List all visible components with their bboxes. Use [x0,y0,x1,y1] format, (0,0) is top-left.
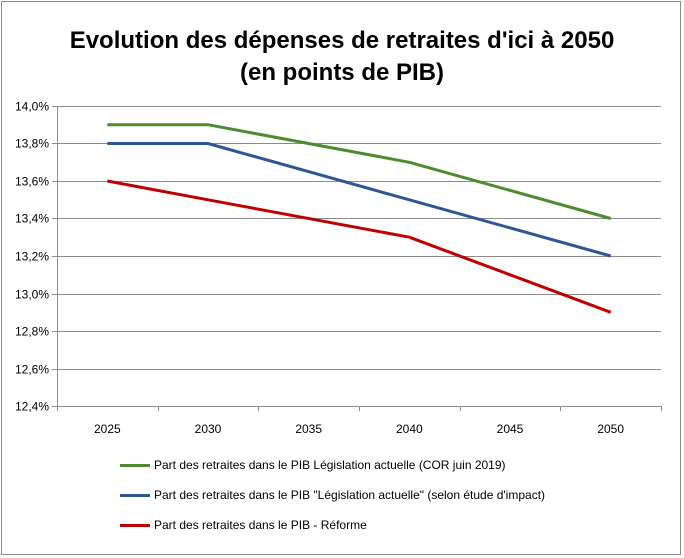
y-tick-label-4: 13,2% [15,250,49,264]
x-tick-label-2: 2035 [295,422,322,436]
x-tick-label-4: 2045 [497,422,524,436]
y-tick-label-6: 13,6% [15,175,49,189]
legend-swatch-0 [120,464,150,467]
y-tick-label-5: 13,4% [15,212,49,226]
y-tick-label-0: 12,4% [15,400,49,414]
axes [52,106,662,411]
legend-label-0: Part des retraites dans le PIB Législati… [154,458,506,472]
x-tick-label-5: 2050 [597,422,624,436]
x-tick-label-3: 2040 [396,422,423,436]
y-tick-label-8: 14,0% [15,100,49,114]
chart-subtitle: (en points de PIB) [240,59,444,86]
series-lines [107,123,612,314]
x-tick-label-1: 2030 [195,422,222,436]
legend-label-2: Part des retraites dans le PIB - Réforme [154,518,367,532]
series-line-1 [107,142,612,258]
legend-swatch-1 [120,494,150,497]
legend-swatch-2 [120,524,150,527]
series-line-2 [107,179,612,314]
x-tick-label-0: 2025 [94,422,121,436]
y-tick-label-1: 12,6% [15,363,49,377]
y-tick-label-7: 13,8% [15,137,49,151]
x-tick-labels: 2025 2030 2035 2040 2045 2050 [94,422,624,436]
y-tick-label-3: 13,0% [15,288,49,302]
y-tick-label-2: 12,8% [15,325,49,339]
y-tick-labels: 12,4% 12,6% 12,8% 13,0% 13,2% 13,4% 13,6% 13,8%… [15,100,49,414]
legend-label-1: Part des retraites dans le PIB "Législat… [154,488,546,502]
series-line-0 [107,123,612,220]
chart-title: Evolution des dépenses de retraites d'ic… [69,27,615,54]
